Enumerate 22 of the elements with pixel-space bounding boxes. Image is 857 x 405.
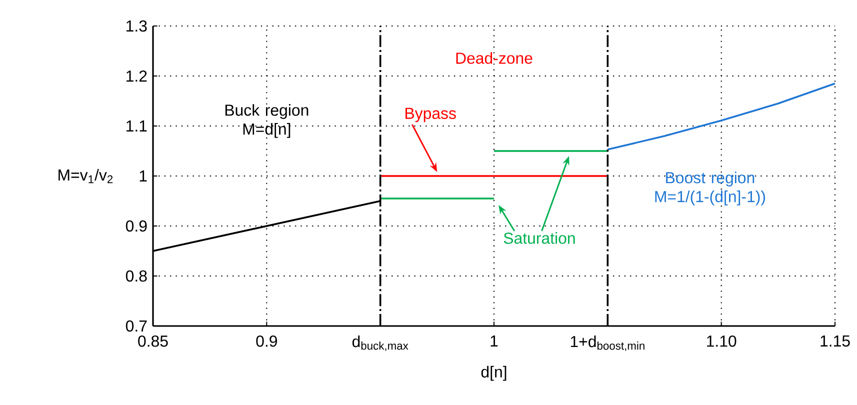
x-tick-label: 1.15 — [820, 335, 850, 347]
text: Buck region M=d[n] — [225, 104, 308, 138]
text: Bypass — [406, 108, 456, 122]
x-tick-label: 1+d$_{boost,min}$ — [570, 336, 644, 352]
x-tick-label: 0.9 — [256, 336, 277, 347]
y-tick-label: 0.7 — [126, 320, 147, 332]
x-tick-label: 0.85 — [138, 336, 168, 347]
x-tick-label: 1.10 — [707, 336, 736, 347]
y-axis-title: M=v$_{1}$/v$_{2}$ — [58, 168, 113, 184]
annotation: Dead-zone — [456, 52, 532, 64]
text: Boost region M=1/(1-(d[n]-1)) — [655, 172, 765, 206]
line-series — [606, 82, 836, 150]
y-tick-label: 0.8 — [126, 270, 147, 282]
x-tick-label: d$_{buck,max}$ — [352, 336, 408, 352]
y-tick-label: 1.3 — [126, 20, 147, 32]
y-tick-label: 1 — [140, 170, 147, 182]
legend-label: Saturation — [504, 232, 575, 244]
x-axis-title: d[n] — [481, 366, 506, 381]
y-tick-label: 1.2 — [126, 70, 147, 82]
y-tick-label: 1.1 — [126, 120, 147, 132]
x-tick-label: 1 — [490, 335, 498, 346]
y-tick-label: 0.9 — [126, 220, 147, 232]
